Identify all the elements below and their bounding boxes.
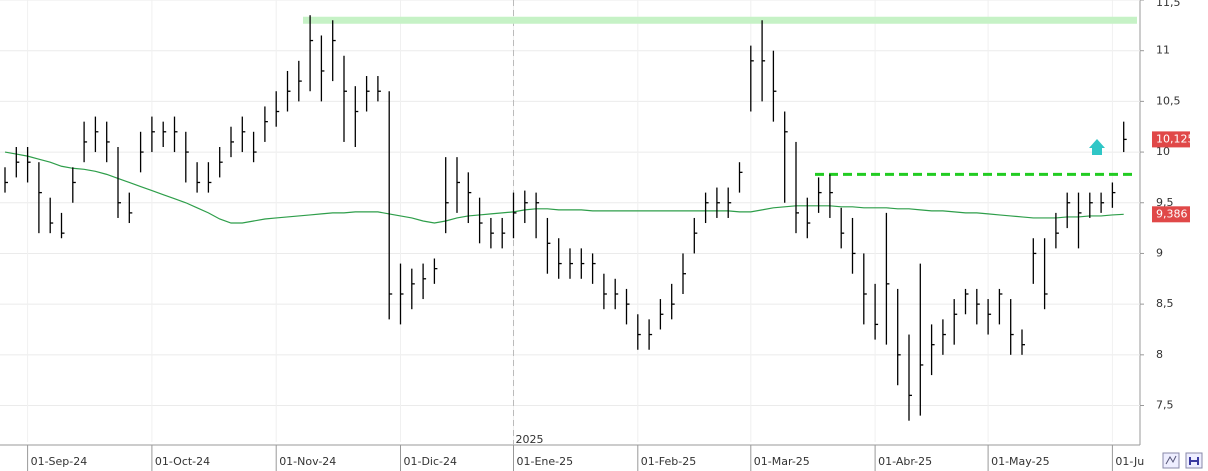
y-tick-label: 10 xyxy=(1156,145,1170,158)
toolbar-icon-glyph xyxy=(1189,457,1199,465)
x-tick-label: 01-Nov-24 xyxy=(279,455,336,468)
x-tick-label: 01-Ju xyxy=(1115,455,1144,468)
y-tick-label: 9,5 xyxy=(1156,196,1174,209)
x-tick-label: 01-Mar-25 xyxy=(754,455,810,468)
y-tick-label: 10,5 xyxy=(1156,94,1181,107)
y-tick-label: 9 xyxy=(1156,246,1163,259)
x-tick-label: 01-Feb-25 xyxy=(641,455,696,468)
price-label-box xyxy=(1152,131,1190,148)
moving-average xyxy=(4,151,1124,224)
x-tick-label: 01-Oct-24 xyxy=(155,455,210,468)
y-tick-label: 7,5 xyxy=(1156,399,1174,412)
signal-arrow xyxy=(1089,139,1105,155)
year-label: 2025 xyxy=(516,433,544,446)
toolbar-icon[interactable] xyxy=(1162,452,1180,469)
x-tick-label: 01-Ene-25 xyxy=(517,455,574,468)
x-tick-label: 01-Sep-24 xyxy=(31,455,88,468)
toolbar-icon-glyph xyxy=(1165,455,1177,465)
price-label: 10,125 xyxy=(1156,132,1195,145)
price-label: 9,386 xyxy=(1156,207,1188,220)
price-label-box xyxy=(1152,206,1190,223)
x-tick-label: 01-Abr-25 xyxy=(878,455,932,468)
y-tick-label: 11,5 xyxy=(1156,0,1181,9)
y-tick-label: 11 xyxy=(1156,44,1170,57)
y-tick-label: 8,5 xyxy=(1156,297,1174,310)
x-tick-label: 01-Dic-24 xyxy=(404,455,458,468)
y-tick-label: 8 xyxy=(1156,348,1163,361)
x-tick-label: 01-May-25 xyxy=(991,455,1049,468)
